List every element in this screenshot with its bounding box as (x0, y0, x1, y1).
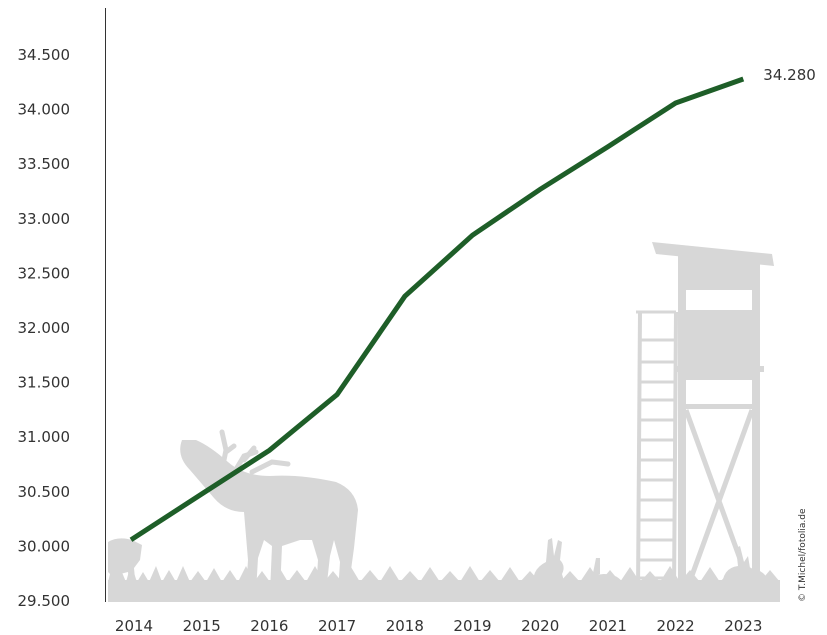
x-tick-label: 2019 (453, 617, 491, 635)
y-axis-ticks: 29.500 30.000 30.500 31.000 31.500 32.000 32.5… (18, 46, 71, 610)
y-tick-label: 31.000 (18, 428, 71, 446)
series-line (129, 76, 745, 542)
y-tick-label: 29.500 (18, 592, 71, 610)
y-tick-label: 30.000 (18, 537, 71, 555)
hare-silhouette (533, 538, 566, 588)
x-tick-label: 2016 (250, 617, 288, 635)
x-axis-ticks: 2014 2015 2016 2017 2018 2019 2020 2021 2022 2023 (115, 617, 762, 635)
photo-credit: © T.Michel/fotolia.de (798, 508, 808, 602)
x-tick-label: 2015 (183, 617, 221, 635)
end-value-label: 34.280 (763, 66, 816, 84)
y-tick-label: 34.000 (18, 101, 71, 119)
y-tick-label: 30.500 (18, 483, 71, 501)
x-tick-label: 2018 (386, 617, 424, 635)
stag-silhouette (180, 429, 358, 592)
x-tick-label: 2017 (318, 617, 356, 635)
x-tick-label: 2014 (115, 617, 153, 635)
y-tick-label: 32.000 (18, 319, 71, 337)
x-tick-label: 2022 (657, 617, 695, 635)
y-tick-label: 31.500 (18, 374, 71, 392)
x-tick-label: 2020 (521, 617, 559, 635)
y-tick-label: 32.500 (18, 264, 71, 282)
hunting-tower-silhouette (636, 242, 774, 596)
roe-silhouette (108, 538, 142, 592)
x-tick-label: 2021 (589, 617, 627, 635)
y-tick-label: 33.000 (18, 210, 71, 228)
y-tick-label: 34.500 (18, 46, 71, 64)
background-illustration (108, 242, 780, 602)
hare-silhouette (586, 558, 626, 596)
x-tick-label: 2023 (724, 617, 762, 635)
y-tick-label: 33.500 (18, 155, 71, 173)
